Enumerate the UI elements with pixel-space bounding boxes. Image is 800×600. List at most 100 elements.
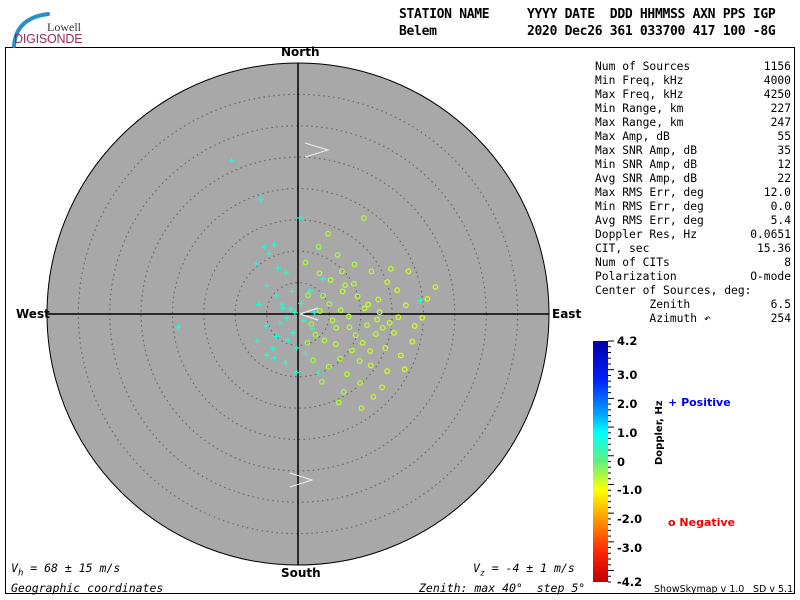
negative-doppler-point: [357, 380, 364, 386]
negative-doppler-point: [352, 332, 359, 339]
negative-doppler-point: [379, 384, 386, 391]
center-of-sources-chevron: [298, 307, 319, 321]
positive-doppler-point: [302, 350, 309, 357]
positive-doppler-point: [296, 214, 303, 221]
negative-doppler-point: [382, 344, 389, 351]
east-label: East: [552, 307, 582, 321]
stats-row: Avg SNR Amp, dB 22: [595, 172, 791, 186]
positive-doppler-point: [261, 243, 268, 250]
positive-doppler-point: [293, 344, 300, 351]
negative-doppler-point: [320, 292, 327, 299]
negative-doppler-point: [387, 265, 394, 272]
negative-doppler-point: [339, 288, 346, 295]
colorbar-ticks: [608, 340, 614, 583]
negative-doppler-point: [302, 259, 309, 266]
negative-doppler-point: [337, 307, 344, 314]
positive-doppler-point: [278, 300, 285, 307]
negative-doppler-point: [372, 331, 379, 338]
stats-row: Max Freq, kHz 4250: [595, 88, 791, 102]
stats-value: O-mode: [750, 270, 791, 283]
negative-doppler-point: [384, 368, 391, 375]
negative-doppler-point: [325, 230, 332, 237]
positive-doppler-point: [271, 354, 278, 361]
digisonde-logo-arc: [12, 12, 50, 48]
negative-doppler-point: [332, 341, 339, 348]
colorbar-title: Doppler, Hz: [654, 400, 665, 465]
colorbar-tick-label: 1.0: [617, 425, 638, 440]
positive-doppler-point: [175, 324, 182, 331]
positive-doppler-point: [306, 287, 313, 294]
negative-doppler-point: [333, 324, 340, 331]
plus-icon: +: [668, 396, 678, 409]
stats-value: 5.4: [770, 214, 791, 227]
negative-doppler-point: [432, 284, 439, 290]
stats-value: 1156: [763, 60, 791, 73]
negative-doppler-point: [329, 317, 336, 324]
positive-doppler-point: [279, 305, 286, 312]
stats-table: Num of Sources 1156 Min Freq, kHz 4000 Max F…: [595, 60, 791, 326]
positive-doppler-point: [283, 270, 290, 277]
negative-doppler-point: [375, 296, 382, 303]
stats-value: 55: [777, 130, 791, 143]
stats-label: Avg SNR Amp, dB: [595, 172, 698, 185]
legend-negative-label: Negative: [679, 516, 736, 529]
negative-doppler-point: [318, 378, 325, 385]
stats-row: Polarization O-mode: [595, 270, 791, 284]
stats-value: 15.36: [756, 242, 791, 255]
stats-row: Num of Sources 1156: [595, 60, 791, 74]
stats-value: 4000: [763, 74, 791, 87]
negative-doppler-point: [405, 268, 412, 275]
negative-doppler-point: [327, 277, 334, 284]
legend-negative: o Negative: [668, 516, 735, 529]
stats-value: 0.0651: [750, 228, 791, 241]
positive-doppler-point: [288, 288, 295, 295]
negative-doppler-point: [379, 324, 386, 331]
negative-doppler-point: [305, 292, 311, 299]
negative-doppler-point: [342, 282, 349, 289]
stats-value: 22: [777, 172, 791, 185]
positive-doppler-point: [289, 329, 296, 336]
stats-value: 247: [770, 116, 791, 129]
stats-label: Max Amp, dB: [595, 130, 670, 143]
south-label: South: [281, 566, 321, 580]
circle-icon: o: [668, 516, 676, 529]
positive-doppler-point: [308, 326, 315, 333]
horizontal-velocity: Vh = 68 ± 15 m/s: [11, 561, 121, 579]
plot-frame: [5, 47, 795, 594]
positive-doppler-point: [266, 250, 273, 257]
positive-doppler-point: [228, 157, 235, 164]
stats-value: 8: [784, 256, 791, 269]
colorbar-tick-label: -3.0: [617, 540, 643, 555]
positive-doppler-point: [315, 369, 322, 376]
negative-doppler-point: [337, 355, 343, 362]
positive-doppler-point: [254, 337, 261, 344]
date-columns-value: 2020 Dec26 361 033700 417 100 -8G: [527, 24, 776, 39]
stats-label: Max Freq, kHz: [595, 88, 684, 101]
stats-row: Min SNR Amp, dB 12: [595, 158, 791, 172]
stats-value: 0.0: [770, 200, 791, 213]
positive-doppler-point: [271, 241, 278, 248]
positive-doppler-point: [252, 260, 259, 267]
negative-doppler-point: [340, 388, 347, 395]
positive-doppler-point: [256, 301, 263, 308]
stats-row: Zenith 6.5: [595, 298, 791, 312]
negative-doppler-point: [325, 363, 332, 370]
negative-doppler-point: [384, 279, 391, 285]
negative-doppler-point: [409, 338, 416, 345]
positive-doppler-point: [288, 305, 295, 312]
stats-label: Max SNR Amp, dB: [595, 144, 698, 157]
positive-doppler-point: [273, 333, 280, 340]
negative-doppler-point: [364, 322, 370, 329]
vertical-velocity: Vz = -4 ± 1 m/s: [473, 561, 575, 578]
stats-label: Min Freq, kHz: [595, 74, 684, 87]
logo-lowell: Lowell: [47, 20, 81, 34]
positive-doppler-point: [283, 314, 290, 321]
logo-digisonde: DIGISONDE: [14, 32, 83, 46]
stats-row: Min Freq, kHz 4000: [595, 74, 791, 88]
negative-doppler-point: [367, 348, 374, 354]
positive-doppler-point: [282, 359, 289, 366]
negative-doppler-point: [326, 301, 333, 307]
negative-doppler-point: [335, 399, 342, 406]
negative-doppler-point: [419, 314, 426, 321]
positive-doppler-point: [257, 196, 264, 203]
